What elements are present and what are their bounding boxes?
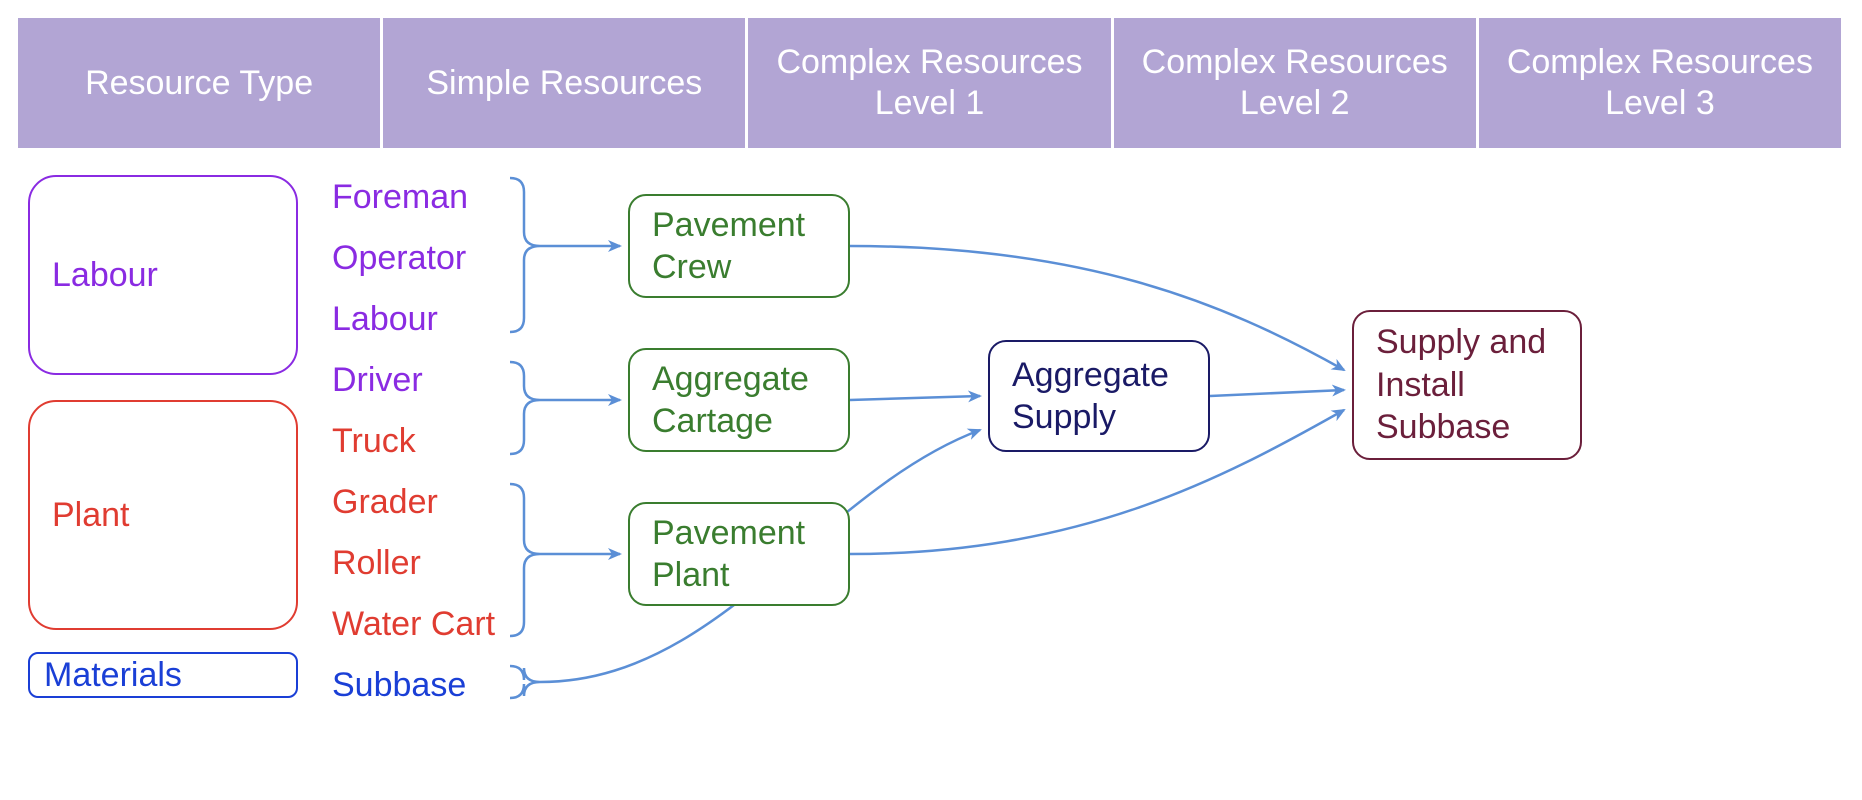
brace-icon (510, 362, 540, 454)
arrow-connector (850, 396, 980, 400)
complex-node-pavement-crew: Pavement Crew (628, 194, 850, 298)
header-cell-resource-type: Resource Type (18, 18, 383, 148)
brace-icon (510, 484, 540, 636)
arrow-connector (1210, 390, 1344, 396)
complex-node-label: Pavement Plant (652, 512, 826, 597)
resource-type-label: Labour (52, 254, 158, 297)
header-cell-complex3: Complex Resources Level 3 (1479, 18, 1844, 148)
simple-resource-operator: Operator (332, 241, 466, 275)
bracket-group (510, 178, 540, 698)
simple-resource-labour: Labour (332, 302, 438, 336)
complex-node-aggregate-cartage: Aggregate Cartage (628, 348, 850, 452)
complex-node-supply-install: Supply and Install Subbase (1352, 310, 1582, 460)
brace-icon (510, 178, 540, 332)
simple-resource-grader: Grader (332, 485, 438, 519)
complex-node-label: Aggregate Cartage (652, 358, 826, 443)
simple-resource-subbase: Subbase (332, 668, 466, 702)
complex-node-label: Aggregate Supply (1012, 354, 1186, 439)
arrow-group (540, 246, 1344, 682)
header-cell-complex2: Complex Resources Level 2 (1114, 18, 1479, 148)
complex-node-aggregate-supply: Aggregate Supply (988, 340, 1210, 452)
complex-node-label: Pavement Crew (652, 204, 826, 289)
header-cell-simple: Simple Resources (383, 18, 748, 148)
resource-type-plant: Plant (28, 400, 298, 630)
header-cell-complex1: Complex Resources Level 1 (748, 18, 1113, 148)
simple-resource-driver: Driver (332, 363, 423, 397)
diagram-canvas: Resource Type Simple Resources Complex R… (0, 0, 1862, 800)
simple-resource-roller: Roller (332, 546, 421, 580)
header-row: Resource Type Simple Resources Complex R… (18, 18, 1844, 148)
resource-type-materials: Materials (28, 652, 298, 698)
resource-type-label: Plant (52, 494, 130, 537)
complex-node-label: Supply and Install Subbase (1376, 321, 1558, 449)
complex-node-pavement-plant: Pavement Plant (628, 502, 850, 606)
simple-resource-watercart: Water Cart (332, 607, 495, 641)
simple-resource-truck: Truck (332, 424, 416, 458)
simple-resource-foreman: Foreman (332, 180, 468, 214)
brace-icon (510, 666, 540, 698)
resource-type-labour: Labour (28, 175, 298, 375)
resource-type-label: Materials (44, 654, 182, 697)
